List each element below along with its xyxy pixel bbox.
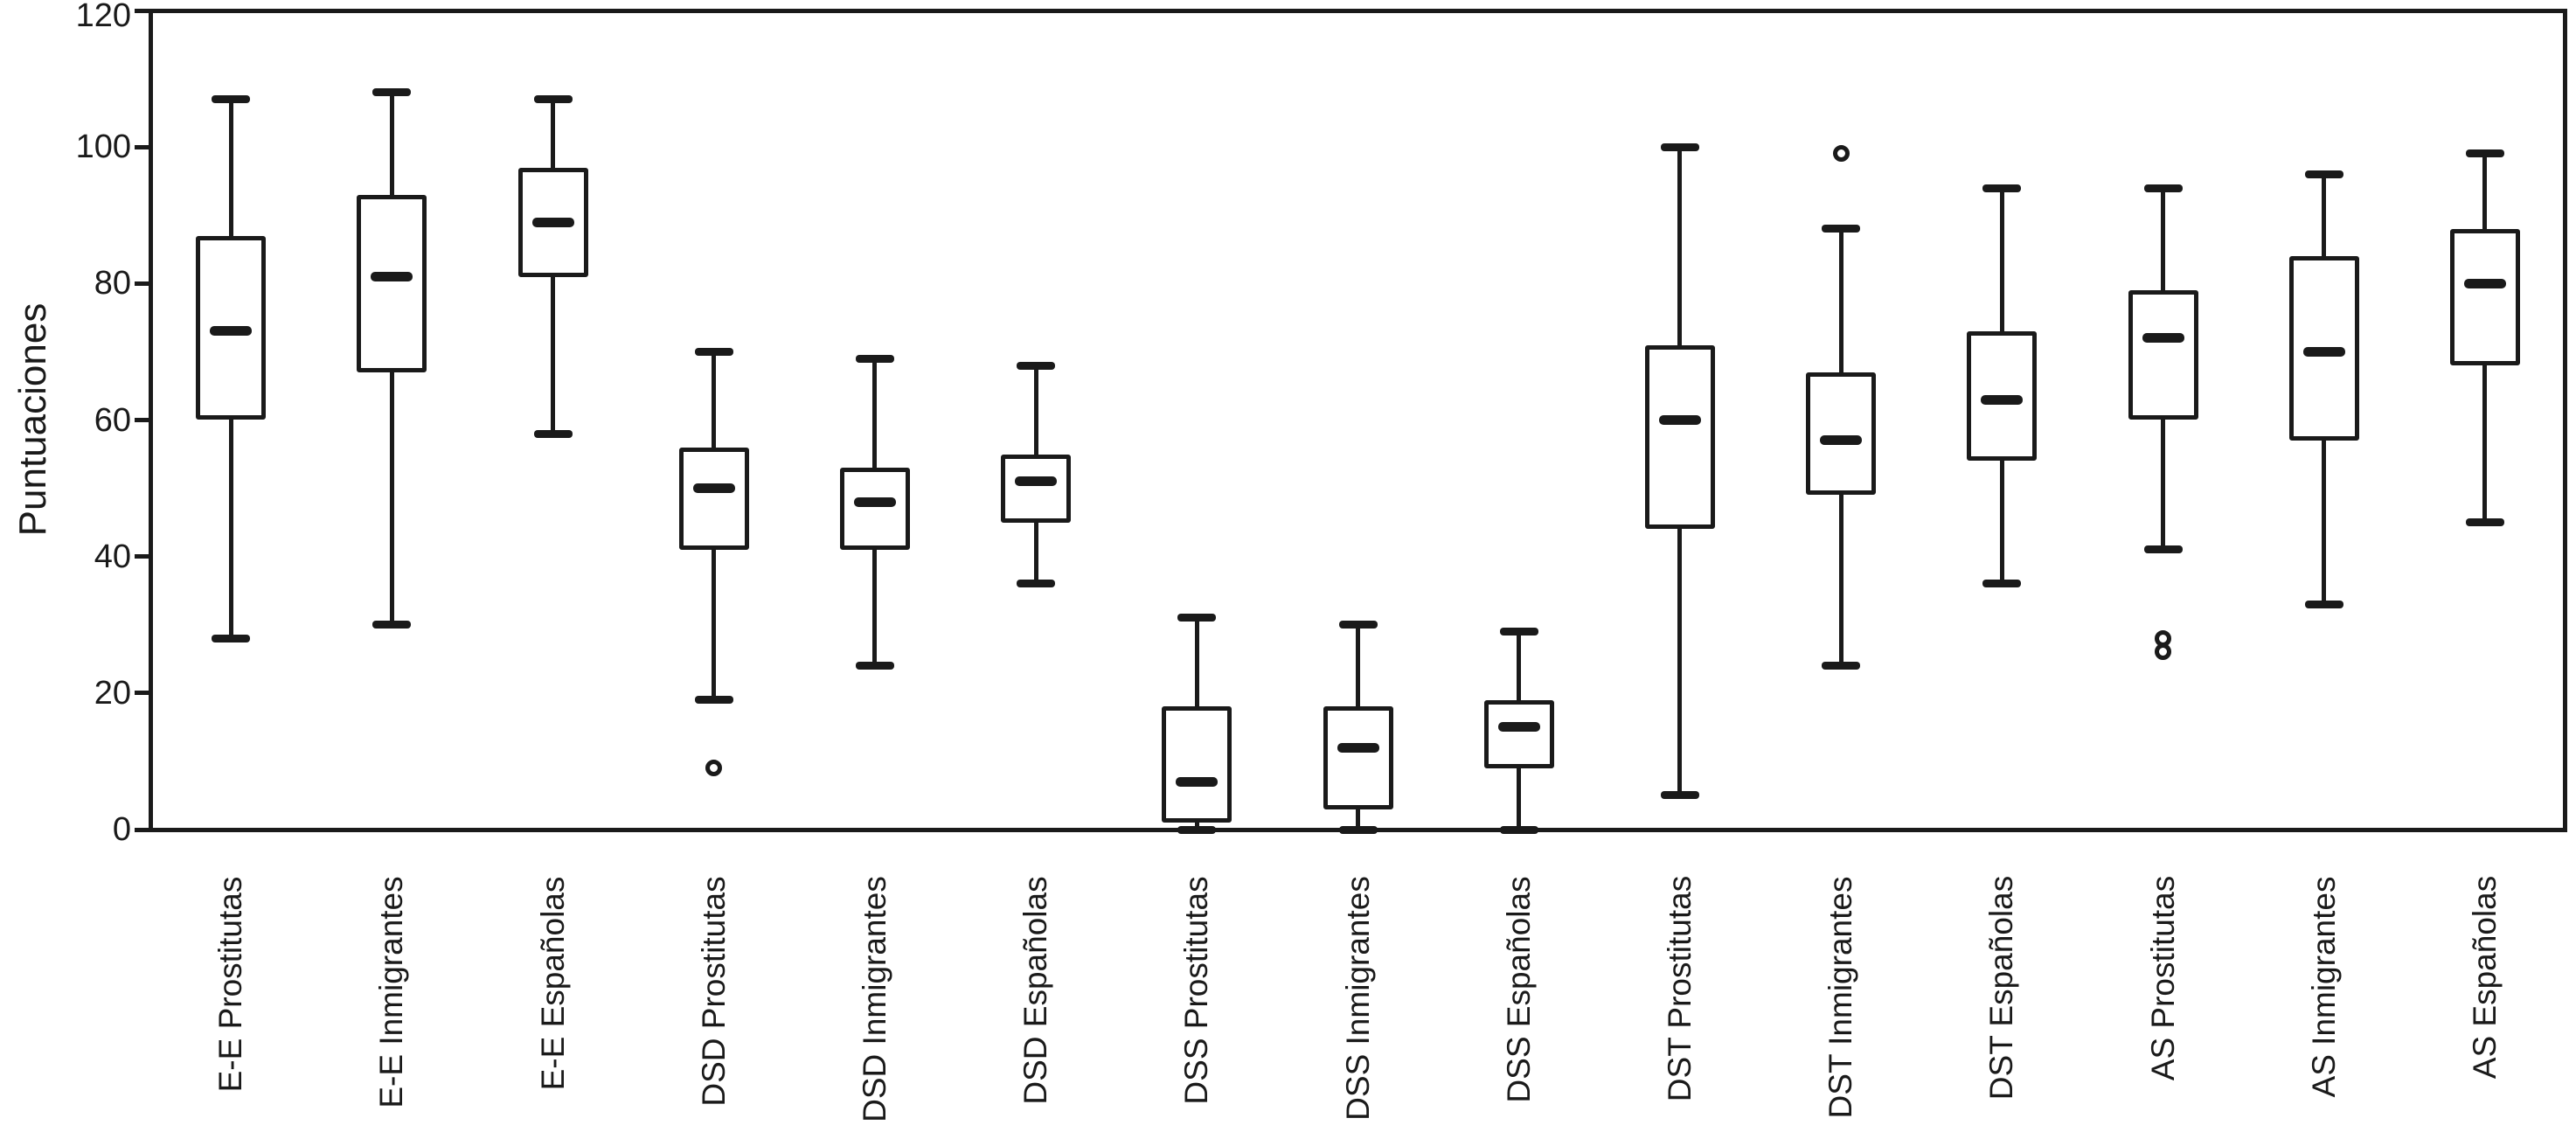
whisker-cap-max-dss-inmigrantes (1338, 621, 1378, 629)
iqr-box-dss-espa-olas (1483, 699, 1554, 768)
y-tick-label-100: 100 (75, 128, 131, 166)
whisker-cap-min-e-e-prostitutas (212, 634, 251, 642)
whisker-cap-max-as-prostitutas (2143, 184, 2183, 192)
x-axis-label-e-e-espa-olas: E-E Españolas (534, 876, 571, 1090)
outlier-circle-dst-inmigrantes-0 (1832, 145, 1850, 163)
median-line-dst-inmigrantes (1820, 435, 1863, 446)
median-line-dss-espa-olas (1497, 722, 1540, 733)
whisker-cap-max-dst-prostitutas (1660, 142, 1699, 151)
whisker-cap-max-dss-espa-olas (1499, 628, 1538, 636)
outlier-circle-as-prostitutas-1 (2155, 643, 2171, 661)
y-tick-label-0: 0 (112, 811, 131, 848)
x-axis-label-dsd-prostitutas: DSD Prostitutas (695, 875, 732, 1107)
x-axis-label-dst-espa-olas: DST Españolas (1983, 875, 2020, 1101)
y-tick-mark-80 (135, 281, 150, 286)
x-axis-label-dss-espa-olas: DSS Españolas (1500, 875, 1537, 1103)
y-tick-mark-0 (135, 827, 150, 832)
whisker-cap-max-dsd-espa-olas (1017, 361, 1056, 370)
median-line-dst-espa-olas (1981, 394, 2024, 405)
whisker-cap-max-e-e-inmigrantes (372, 88, 412, 97)
iqr-box-dss-inmigrantes (1323, 706, 1393, 809)
x-axis-label-dsd-inmigrantes: DSD Inmigrantes (856, 876, 892, 1122)
y-tick-mark-100 (135, 144, 150, 149)
x-axis-label-as-inmigrantes: AS Inmigrantes (2305, 876, 2342, 1097)
whisker-cap-min-dss-inmigrantes (1338, 825, 1378, 834)
whisker-cap-min-dst-inmigrantes (1822, 662, 1861, 670)
iqr-box-e-e-inmigrantes (357, 194, 427, 372)
median-line-as-inmigrantes (2302, 346, 2345, 357)
iqr-box-dst-prostitutas (1644, 344, 1715, 530)
median-line-e-e-prostitutas (210, 326, 253, 337)
whisker-cap-min-as-inmigrantes (2304, 600, 2343, 608)
whisker-cap-max-dst-espa-olas (1982, 184, 2022, 192)
iqr-box-dsd-prostitutas (678, 447, 749, 550)
whisker-cap-min-as-espa-olas (2465, 518, 2504, 527)
y-tick-label-60: 60 (94, 401, 131, 439)
whisker-cap-min-dst-prostitutas (1660, 791, 1699, 800)
iqr-box-as-prostitutas (2128, 290, 2198, 420)
whisker-cap-min-dst-espa-olas (1982, 580, 2022, 588)
whisker-cap-min-e-e-espa-olas (533, 429, 573, 438)
median-line-as-prostitutas (2142, 333, 2184, 344)
outlier-circle-dsd-prostitutas-0 (705, 760, 723, 777)
median-line-dss-prostitutas (1176, 776, 1219, 787)
iqr-box-dst-inmigrantes (1806, 372, 1877, 496)
x-axis-label-e-e-inmigrantes: E-E Inmigrantes (373, 875, 410, 1108)
iqr-box-dsd-espa-olas (1001, 454, 1072, 523)
whisker-cap-min-dss-prostitutas (1177, 825, 1217, 834)
y-tick-mark-120 (135, 8, 150, 13)
y-tick-mark-20 (135, 691, 150, 696)
median-line-dsd-espa-olas (1015, 476, 1058, 487)
y-tick-mark-40 (135, 554, 150, 559)
whisker-cap-min-e-e-inmigrantes (372, 621, 412, 629)
whisker-cap-max-e-e-prostitutas (212, 95, 251, 103)
whisker-cap-max-dst-inmigrantes (1822, 225, 1861, 233)
iqr-box-dss-prostitutas (1162, 706, 1232, 823)
y-tick-label-20: 20 (94, 674, 131, 712)
x-axis-label-e-e-prostitutas: E-E Prostitutas (212, 876, 249, 1092)
whisker-cap-max-dss-prostitutas (1177, 614, 1217, 622)
whisker-cap-min-as-prostitutas (2143, 545, 2183, 554)
x-axis-label-as-espa-olas: AS Españolas (2466, 875, 2503, 1080)
whisker-cap-max-dsd-inmigrantes (855, 354, 894, 363)
whisker-cap-min-dsd-espa-olas (1017, 580, 1056, 588)
y-tick-label-80: 80 (94, 265, 131, 302)
x-axis-label-as-prostitutas: AS Prostitutas (2144, 875, 2181, 1081)
whisker-cap-max-e-e-espa-olas (533, 95, 573, 103)
y-tick-label-120: 120 (75, 0, 131, 34)
iqr-box-dsd-inmigrantes (839, 468, 910, 550)
y-tick-label-40: 40 (94, 538, 131, 575)
x-axis-label-dst-inmigrantes: DST Inmigrantes (1823, 876, 1859, 1118)
whisker-cap-max-as-inmigrantes (2304, 170, 2343, 178)
median-line-dst-prostitutas (1658, 415, 1701, 425)
x-axis-label-dss-prostitutas: DSS Prostitutas (1178, 875, 1215, 1105)
median-line-e-e-espa-olas (531, 217, 574, 227)
whisker-cap-min-dsd-prostitutas (694, 696, 733, 705)
median-line-dsd-inmigrantes (853, 497, 896, 507)
median-line-e-e-inmigrantes (371, 272, 413, 282)
x-axis-label-dst-prostitutas: DST Prostitutas (1661, 875, 1698, 1102)
x-axis-label-dsd-espa-olas: DSD Españolas (1017, 875, 1054, 1105)
whisker-cap-max-as-espa-olas (2465, 149, 2504, 158)
median-line-dsd-prostitutas (692, 483, 735, 494)
median-line-as-espa-olas (2463, 278, 2506, 288)
x-axis-label-dss-inmigrantes: DSS Inmigrantes (1339, 876, 1376, 1121)
y-tick-mark-60 (135, 418, 150, 422)
iqr-box-as-espa-olas (2449, 228, 2520, 366)
whisker-cap-min-dss-espa-olas (1499, 825, 1538, 834)
whisker-cap-min-dsd-inmigrantes (855, 662, 894, 670)
median-line-dss-inmigrantes (1337, 742, 1379, 753)
whisker-cap-max-dsd-prostitutas (694, 347, 733, 356)
